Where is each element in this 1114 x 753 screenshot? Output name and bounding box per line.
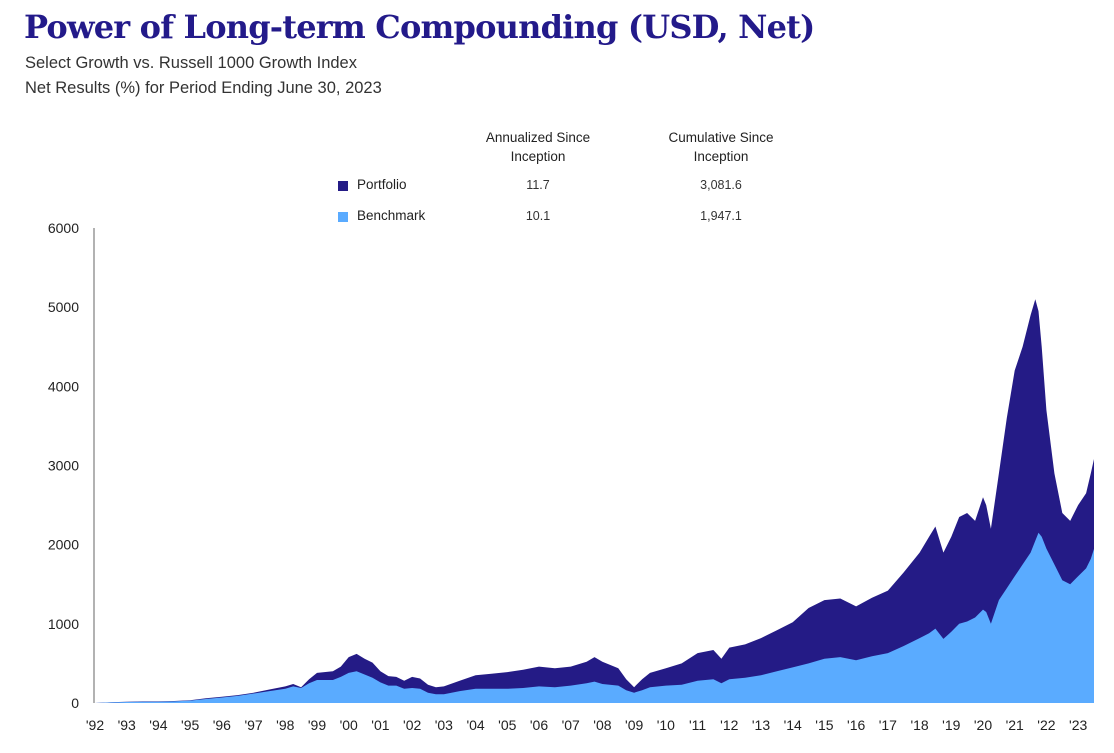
x-tick-label: '13 <box>752 717 770 733</box>
legend-annualized-benchmark: 10.1 <box>525 209 551 223</box>
legend-header-annualized: Annualized Since Inception <box>458 128 618 166</box>
y-tick-label: 0 <box>71 695 79 711</box>
x-tick-label: '99 <box>308 717 326 733</box>
x-tick-label: '06 <box>530 717 548 733</box>
chart-title: Power of Long-term Compounding (USD, Net… <box>24 8 815 46</box>
x-tick-label: '22 <box>1037 717 1055 733</box>
x-tick-label: '18 <box>910 717 928 733</box>
x-tick-label: '05 <box>498 717 516 733</box>
legend-label-portfolio: Portfolio <box>357 177 407 192</box>
chart-subtitle-period: Net Results (%) for Period Ending June 3… <box>25 79 382 97</box>
legend-header-cumulative-line2: Inception <box>693 149 749 164</box>
x-tick-label: '07 <box>562 717 580 733</box>
x-tick-label: '98 <box>276 717 294 733</box>
x-tick-label: '01 <box>371 717 389 733</box>
legend-cumulative-portfolio: 3,081.6 <box>700 178 742 192</box>
x-tick-label: '20 <box>974 717 992 733</box>
legend-header-cumulative: Cumulative Since Inception <box>641 128 801 166</box>
x-tick-label: '08 <box>593 717 611 733</box>
area-series-portfolio <box>95 299 1094 703</box>
x-tick-label: '95 <box>181 717 199 733</box>
legend-header-annualized-line2: Inception <box>510 149 566 164</box>
legend-swatch-portfolio <box>338 181 348 191</box>
x-tick-label: '02 <box>403 717 421 733</box>
legend-header-cumulative-line1: Cumulative Since <box>668 130 774 145</box>
x-tick-label: '94 <box>149 717 167 733</box>
x-axis-ticks: '92 '93 '94 '95 '96 '97 '98 '99 '00 '01 '02 '03 '04 '… <box>86 717 1088 733</box>
legend-row-portfolio: Portfolio 11.7 3,081.6 <box>338 177 788 197</box>
x-tick-label: '11 <box>689 717 706 733</box>
y-tick-label: 2000 <box>48 537 79 553</box>
series-layer <box>95 299 1094 703</box>
x-tick-label: '04 <box>466 717 484 733</box>
legend-label-benchmark: Benchmark <box>357 208 426 223</box>
x-tick-label: '14 <box>784 717 802 733</box>
y-tick-label: 4000 <box>48 378 79 394</box>
x-tick-label: '93 <box>118 717 136 733</box>
y-tick-label: 5000 <box>48 299 79 315</box>
x-tick-label: '21 <box>1006 717 1024 733</box>
x-tick-label: '00 <box>340 717 358 733</box>
y-tick-label: 1000 <box>48 616 79 632</box>
y-tick-label: 6000 <box>48 220 79 236</box>
legend-row-benchmark: Benchmark 10.1 1,947.1 <box>338 208 788 228</box>
legend-header-annualized-line1: Annualized Since <box>485 130 591 145</box>
x-tick-label: '17 <box>879 717 897 733</box>
y-axis-ticks: 0 1000 2000 3000 4000 5000 6000 <box>48 220 79 711</box>
y-tick-label: 3000 <box>48 458 79 474</box>
legend-annualized-portfolio: 11.7 <box>526 178 550 192</box>
area-series-benchmark <box>95 532 1094 703</box>
x-tick-label: '96 <box>213 717 231 733</box>
x-tick-label: '03 <box>435 717 453 733</box>
chart-subtitle: Select Growth vs. Russell 1000 Growth In… <box>25 54 357 72</box>
x-tick-label: '15 <box>815 717 833 733</box>
x-tick-label: '16 <box>847 717 865 733</box>
x-tick-label: '97 <box>244 717 262 733</box>
x-tick-label: '12 <box>720 717 738 733</box>
x-tick-label: '92 <box>86 717 104 733</box>
x-tick-label: '09 <box>625 717 643 733</box>
legend-swatch-benchmark <box>338 212 348 222</box>
x-tick-label: '10 <box>657 717 675 733</box>
x-tick-label: '23 <box>1069 717 1087 733</box>
x-tick-label: '19 <box>942 717 960 733</box>
legend-cumulative-benchmark: 1,947.1 <box>700 209 742 223</box>
